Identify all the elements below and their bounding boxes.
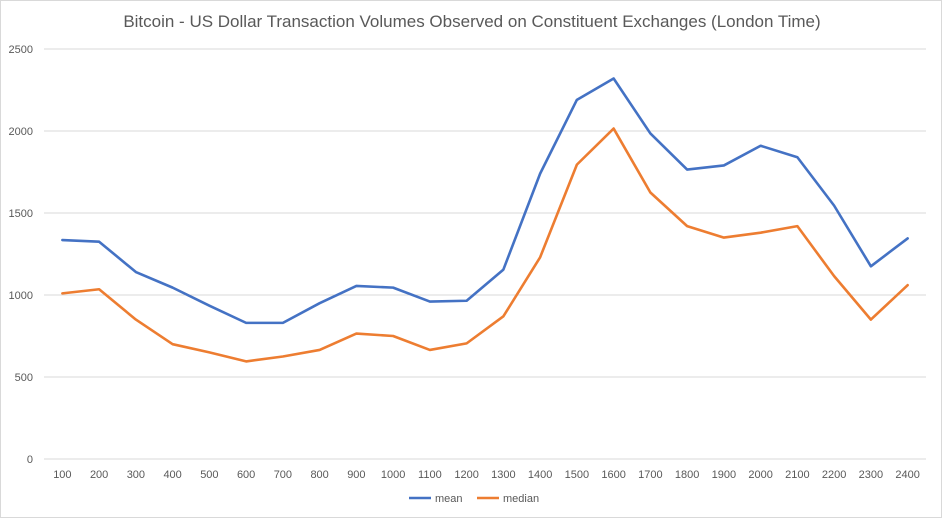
x-tick-label: 2400 [895, 469, 919, 481]
x-tick-label: 1100 [418, 469, 442, 481]
x-tick-label: 1900 [712, 469, 736, 481]
x-tick-label: 2200 [822, 469, 846, 481]
x-tick-label: 1800 [675, 469, 699, 481]
x-tick-label: 2300 [859, 469, 883, 481]
x-tick-label: 1300 [491, 469, 515, 481]
x-tick-label: 2100 [785, 469, 809, 481]
x-tick-label: 1700 [638, 469, 662, 481]
x-tick-label: 300 [127, 469, 145, 481]
y-tick-label: 2000 [9, 126, 33, 138]
x-tick-label: 1600 [601, 469, 625, 481]
y-tick-label: 1500 [9, 208, 33, 220]
x-tick-label: 500 [200, 469, 218, 481]
x-tick-label: 100 [53, 469, 71, 481]
series-line-median [61, 127, 909, 363]
x-axis-ticks: 100 200 300 400 500 600 700 800 900 1000 1100 1200 1… [53, 469, 920, 481]
x-tick-label: 200 [90, 469, 108, 481]
x-tick-label: 800 [310, 469, 328, 481]
x-tick-label: 400 [163, 469, 181, 481]
legend-label: mean [435, 493, 463, 505]
y-tick-label: 2500 [9, 44, 33, 56]
x-tick-label: 1500 [565, 469, 589, 481]
y-axis-ticks: 0 500 1000 1500 2000 2500 [9, 44, 33, 466]
x-tick-label: 900 [347, 469, 365, 481]
x-tick-label: 2000 [748, 469, 772, 481]
legend-item-median: median [477, 493, 539, 505]
y-tick-label: 1000 [9, 290, 33, 302]
x-tick-label: 700 [274, 469, 292, 481]
legend-item-mean: mean [409, 493, 463, 505]
y-tick-label: 0 [27, 454, 33, 466]
x-tick-label: 1000 [381, 469, 405, 481]
chart-title: Bitcoin - US Dollar Transaction Volumes … [123, 12, 820, 31]
gridlines [44, 48, 926, 460]
y-tick-label: 500 [15, 372, 33, 384]
series-lines [61, 77, 909, 363]
x-tick-label: 600 [237, 469, 255, 481]
legend: mean median [409, 493, 539, 505]
legend-label: median [503, 493, 539, 505]
x-tick-label: 1200 [454, 469, 478, 481]
x-tick-label: 1400 [528, 469, 552, 481]
series-line-mean [61, 77, 909, 325]
